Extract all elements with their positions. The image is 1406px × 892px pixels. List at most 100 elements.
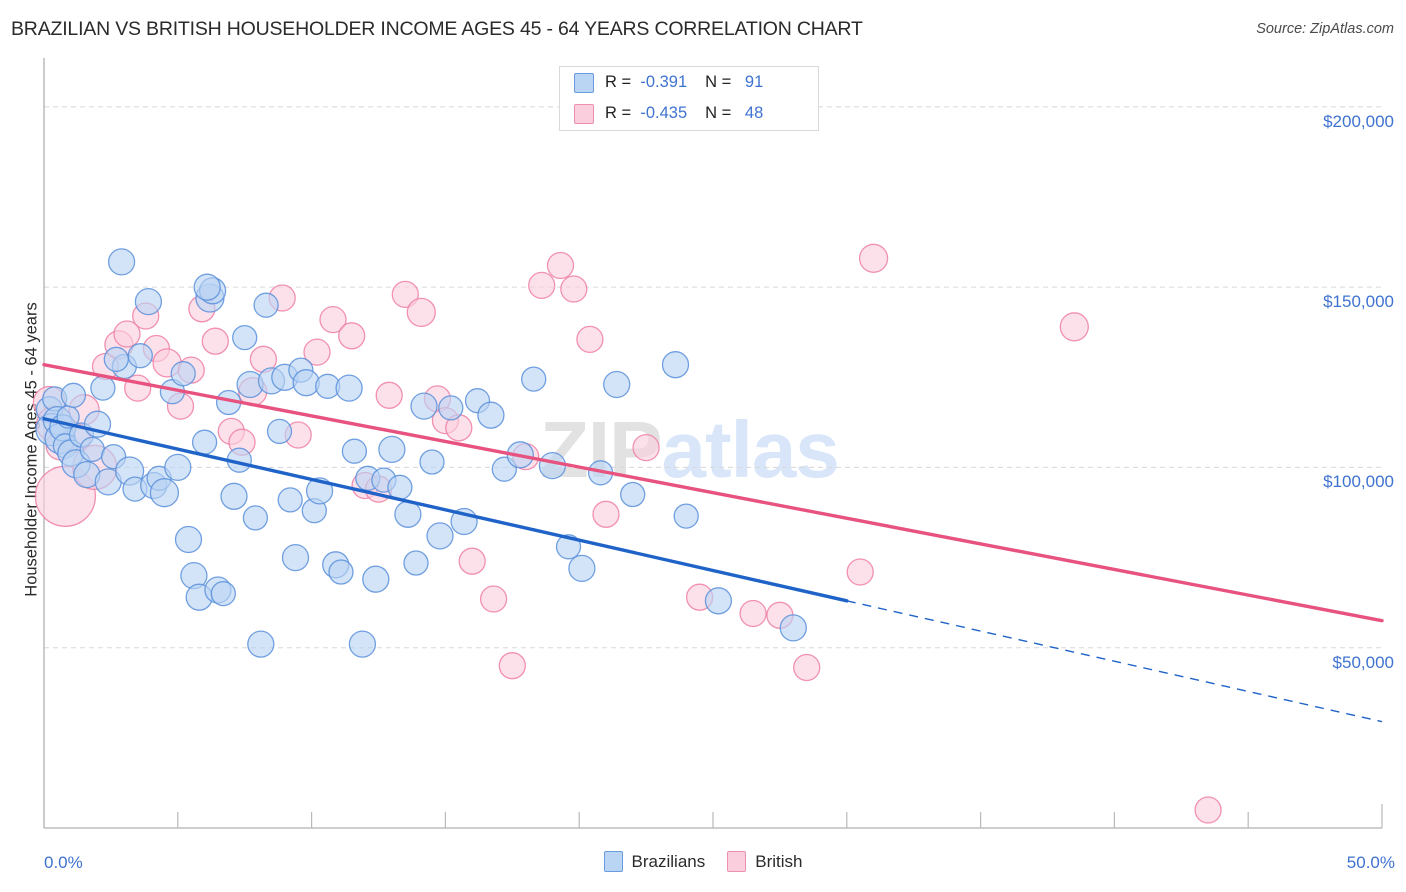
data-point [103,346,129,372]
series-label-brazilians: Brazilians [631,851,706,871]
data-point [362,565,390,593]
data-point [546,251,575,280]
data-point [193,273,221,301]
data-point [498,652,526,680]
data-point [335,374,363,402]
data-point [620,481,646,508]
data-point [560,275,588,303]
data-point [149,478,180,508]
data-point [164,453,192,482]
data-point [341,438,368,464]
data-point [858,243,889,273]
legend-n-value-brazilians: 91 [744,73,764,91]
data-point [391,280,419,309]
correlation-stats-legend: R = -0.391 N = 91 R = -0.435 N = 48 [559,66,819,131]
trendline-extension-brazilians [846,600,1383,723]
data-point [426,522,454,550]
data-point [419,449,445,475]
data-point [592,500,620,528]
data-point [79,436,105,463]
data-point [793,653,821,682]
series-british [32,243,1222,824]
legend-r-value-british: -0.435 [640,104,688,122]
data-point [438,395,464,421]
data-point [113,320,141,348]
series-legend-item-british[interactable]: British [727,851,802,872]
series-swatch-brazilians [603,851,623,872]
data-point [387,474,413,500]
data-point [247,630,275,658]
data-point [846,558,874,586]
x-axis-tick-min: 0.0% [44,853,83,872]
y-axis-tick-200000: $200,000 [1323,111,1394,131]
data-point [220,482,248,510]
data-point [107,248,136,276]
data-point [266,418,293,445]
data-point [90,375,116,401]
data-point [253,292,279,318]
data-point [394,500,422,528]
legend-n-label-brazilians: N = [705,73,732,91]
data-point [292,369,320,397]
legend-r-value-brazilians: -0.391 [640,73,688,91]
data-point [673,503,699,529]
data-point [210,580,236,607]
data-point [704,587,733,615]
y-axis-tick-50000: $50,000 [1332,652,1394,672]
legend-swatch-british [574,103,594,124]
data-point [375,381,403,409]
data-point [242,505,269,531]
y-axis-tick-150000: $150,000 [1323,292,1394,312]
data-point [403,550,429,576]
trendline-british [42,362,1384,623]
y-axis-tick-100000: $100,000 [1323,472,1394,492]
data-point [479,585,508,613]
series-brazilians [35,248,807,658]
data-point [277,487,303,513]
legend-n-value-british: 48 [744,104,764,122]
data-point [632,433,660,462]
data-point [521,366,547,392]
data-point [170,361,196,387]
source-attribution: Source: ZipAtlas.com [1256,21,1394,37]
x-axis-tick-max: 50.0% [1346,853,1395,872]
data-point [201,327,229,355]
data-point [603,370,631,399]
page-title: BRAZILIAN VS BRITISH HOUSEHOLDER INCOME … [11,18,863,40]
data-point [232,324,258,351]
data-point [378,435,406,464]
legend-row-brazilians: R = -0.391 N = 91 [560,67,818,98]
legend-r-label-brazilians: R = [605,73,632,91]
data-point [528,271,556,300]
series-swatch-british [727,851,747,872]
legend-row-british: R = -0.435 N = 48 [560,98,818,129]
data-point [477,401,505,429]
data-point [191,429,218,455]
legend-swatch-brazilians [574,72,594,93]
data-point [134,287,163,316]
data-point [348,630,377,658]
data-point [281,543,310,572]
data-point [739,599,767,628]
series-legend: Brazilians British [0,851,1406,872]
data-point [303,338,331,366]
data-point [458,547,486,575]
data-point [1194,796,1222,824]
data-point [319,305,347,334]
data-point [127,343,153,369]
data-point [174,525,203,554]
data-point [406,297,436,328]
data-point [60,382,87,408]
data-point [568,554,596,583]
data-point [124,374,152,402]
series-legend-item-brazilians[interactable]: Brazilians [603,851,706,872]
data-point [1059,312,1089,342]
data-point [779,614,807,642]
data-point [576,325,604,354]
data-point [410,392,438,420]
data-point [538,451,567,480]
series-label-british: British [755,851,803,871]
legend-n-label-british: N = [705,104,732,122]
